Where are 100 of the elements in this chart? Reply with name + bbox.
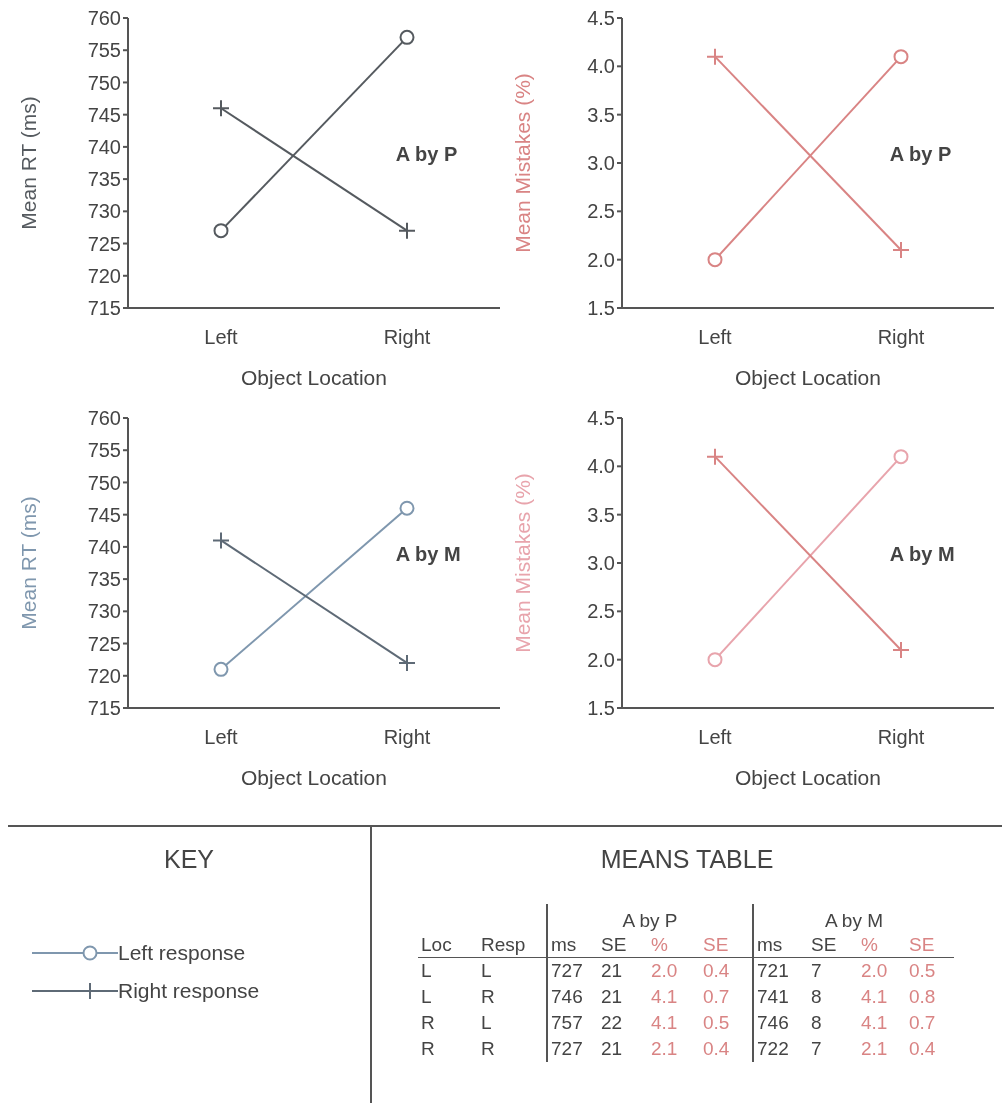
text: 722	[757, 1038, 789, 1059]
legend-label: Right response	[118, 979, 260, 1003]
category-label: Loc	[418, 933, 478, 958]
point	[892, 241, 910, 259]
text: 2.0	[861, 960, 888, 981]
text: 0.4	[703, 1038, 730, 1059]
text: 0.4	[909, 1038, 936, 1059]
x-tick-label: Left	[698, 326, 733, 349]
category-label: %	[648, 933, 700, 958]
point	[212, 99, 230, 118]
text: 741	[757, 986, 789, 1007]
point	[707, 252, 723, 268]
text: 4.1	[861, 1012, 888, 1033]
point	[893, 49, 909, 65]
text: A by P	[547, 904, 753, 933]
text: 7	[811, 1038, 822, 1059]
point	[398, 653, 416, 672]
y-tick-label: 740	[87, 535, 121, 558]
y-tick-label: 725	[87, 232, 121, 255]
text: L	[481, 1012, 492, 1033]
text: 2.1	[651, 1038, 678, 1059]
y-axis-title: Mean Mistakes (%)	[510, 473, 534, 653]
text: R	[481, 1038, 495, 1059]
y-tick-label: 3.5	[587, 503, 615, 526]
y-tick-label: 755	[87, 39, 121, 62]
y-tick-label: 715	[87, 297, 121, 320]
y-tick-label: 745	[87, 103, 121, 126]
text: 727	[551, 1038, 583, 1059]
category-label: SE	[700, 933, 753, 958]
category-label: Resp	[478, 933, 547, 958]
point	[213, 223, 229, 239]
text: 0.8	[909, 986, 936, 1007]
y-tick-label: 755	[87, 439, 121, 462]
text: L	[421, 960, 432, 981]
y-tick-label: 2.0	[587, 248, 615, 271]
y-tick-label: 760	[87, 407, 121, 430]
text: R	[421, 1012, 435, 1033]
point	[213, 661, 229, 677]
y-tick-label: 4.0	[587, 55, 615, 78]
y-axis-title: Mean Mistakes (%)	[510, 73, 534, 253]
text: 4.1	[861, 986, 888, 1007]
y-axis-title: Mean RT (ms)	[16, 496, 40, 630]
category-label: %	[858, 933, 906, 958]
y-tick-label: 730	[87, 600, 121, 623]
point	[706, 47, 724, 66]
text: 0.4	[703, 960, 730, 981]
y-tick-label: 730	[87, 200, 121, 223]
x-tick-label: Right	[877, 326, 925, 349]
annotation: A by P	[395, 142, 458, 166]
text: 8	[811, 1012, 822, 1033]
legend-title: KEY	[163, 845, 215, 874]
y-tick-label: 2.5	[587, 600, 615, 623]
y-tick-label: 735	[87, 168, 121, 191]
text: 0.5	[703, 1012, 730, 1033]
text: L	[481, 960, 492, 981]
text: 4.1	[651, 1012, 678, 1033]
text: 746	[551, 986, 583, 1007]
y-tick-label: 725	[87, 632, 121, 655]
text: R	[481, 986, 495, 1007]
annotation: A by P	[889, 142, 952, 166]
y-tick-label: 715	[87, 697, 121, 720]
point	[212, 531, 230, 550]
x-tick-label: Right	[383, 726, 431, 749]
point	[399, 500, 415, 516]
point	[892, 641, 910, 659]
y-tick-label: 4.5	[587, 7, 615, 30]
y-tick-label: 1.5	[587, 697, 615, 720]
point	[707, 652, 723, 668]
y-tick-label: 720	[87, 264, 121, 287]
text: 21	[601, 986, 623, 1007]
annotation: A by M	[889, 542, 955, 566]
text: 21	[601, 1038, 623, 1059]
y-tick-label: 2.5	[587, 200, 615, 223]
y-tick-label: 720	[87, 664, 121, 687]
text: 721	[757, 960, 789, 981]
y-tick-label: 745	[87, 503, 121, 526]
y-tick-label: 3.5	[587, 103, 615, 126]
point	[893, 449, 909, 465]
text: 746	[757, 1012, 789, 1033]
text: L	[421, 986, 432, 1007]
y-tick-label: 3.0	[587, 552, 615, 575]
text: 0.5	[909, 960, 936, 981]
x-axis-title: Object Location	[241, 765, 387, 789]
y-tick-label: 760	[87, 7, 121, 30]
y-tick-label: 750	[87, 71, 121, 94]
text: 727	[551, 960, 583, 981]
y-axis-title: Mean RT (ms)	[16, 96, 40, 230]
text: 2.0	[651, 960, 678, 981]
y-tick-label: 4.5	[587, 407, 615, 430]
x-tick-label: Left	[204, 726, 239, 749]
x-axis-title: Object Location	[241, 365, 387, 389]
text: 8	[811, 986, 822, 1007]
category-label: SE	[808, 933, 858, 958]
text: MEANS TABLE	[599, 845, 775, 874]
x-tick-label: Left	[698, 726, 733, 749]
text: 0.7	[703, 986, 730, 1007]
x-tick-label: Right	[877, 726, 925, 749]
y-tick-label: 740	[87, 135, 121, 158]
text: R	[421, 1038, 435, 1059]
category-label: ms	[753, 933, 808, 958]
